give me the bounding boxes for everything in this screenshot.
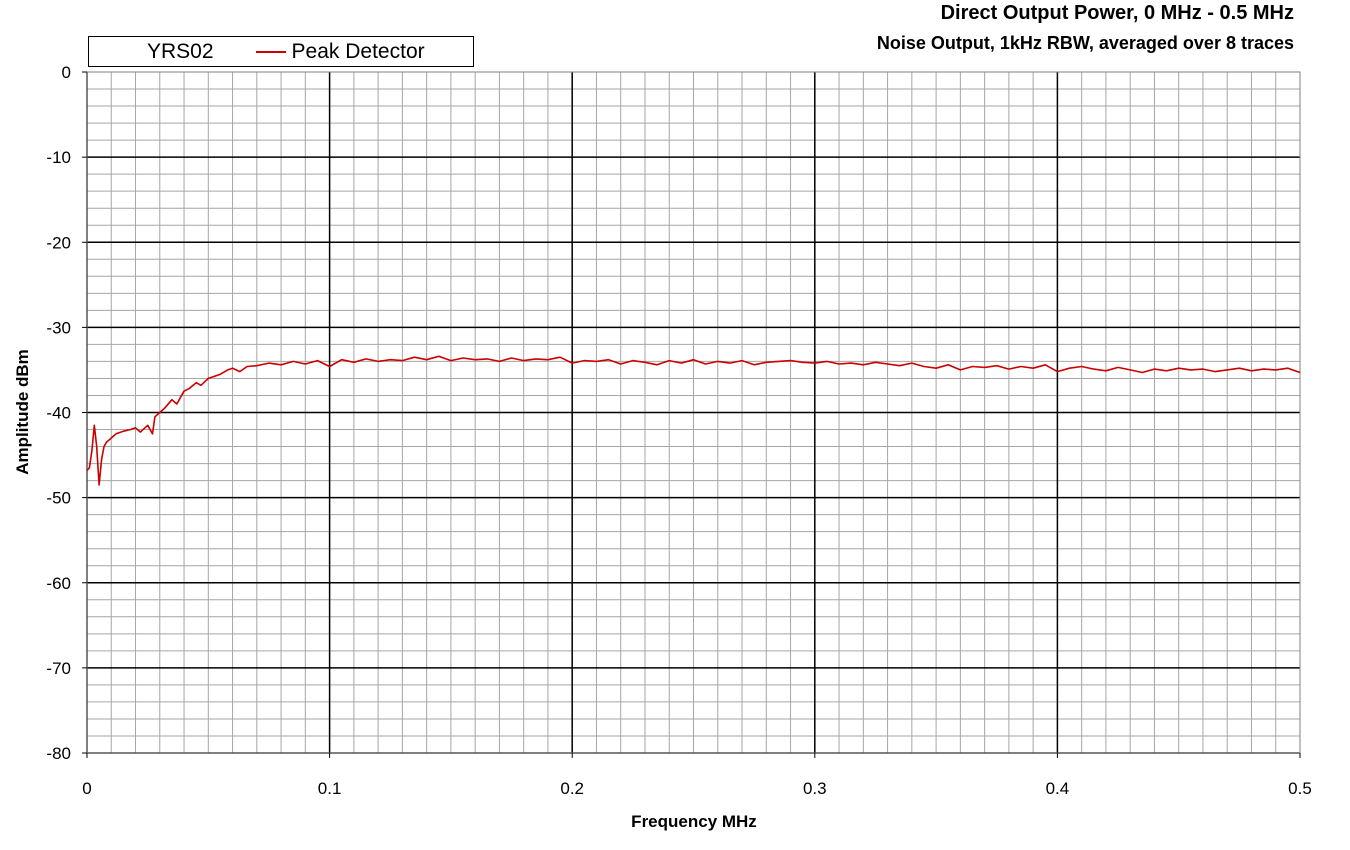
legend: YRS02 Peak Detector [88,36,474,67]
series-layer [86,355,1301,486]
y-tick-label: -40 [46,404,71,423]
x-tick-label: 0.3 [803,779,827,798]
chart-subtitle: Noise Output, 1kHz RBW, averaged over 8 … [876,33,1294,53]
y-tick-label: -10 [46,148,71,167]
legend-group-label: YRS02 [147,39,214,63]
x-tick-label: 0.5 [1288,779,1312,798]
x-axis-label: Frequency MHz [631,812,757,831]
x-tick-label: 0.1 [318,779,342,798]
series-line-0 [86,355,1301,486]
y-tick-label: 0 [62,63,71,82]
y-axis: 0 -10 -20 -30 -40 -50 -60 -70 -80 [46,63,87,763]
chart-title: Direct Output Power, 0 MHz - 0.5 MHz [940,2,1294,24]
x-tick-label: 0 [82,779,91,798]
y-tick-label: -70 [46,659,71,678]
x-tick-label: 0.2 [560,779,584,798]
y-tick-label: -60 [46,574,71,593]
y-tick-label: -50 [46,489,71,508]
y-tick-label: -20 [46,233,71,252]
legend-swatch [255,50,286,53]
legend-series-label: Peak Detector [291,39,425,63]
y-tick-label: -30 [46,318,71,337]
y-axis-label: Amplitude dBm [13,349,32,475]
y-tick-label: -80 [46,744,71,763]
x-axis: 0 0.1 0.2 0.3 0.4 0.5 [82,753,1312,798]
x-tick-label: 0.4 [1046,779,1070,798]
